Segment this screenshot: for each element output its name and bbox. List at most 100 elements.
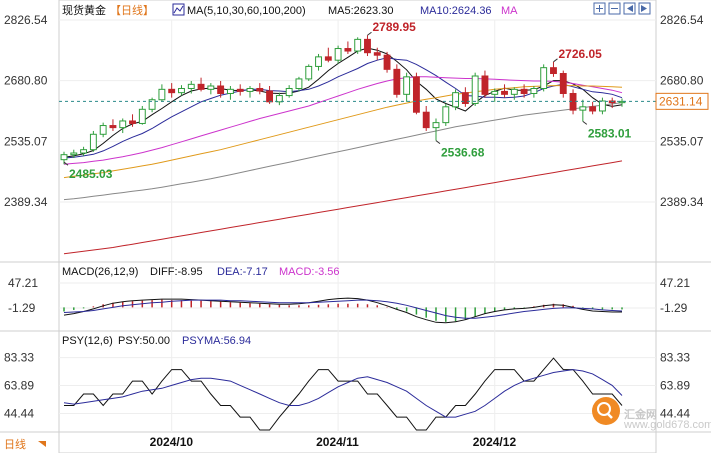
candle-body [383,54,391,70]
macd-tick-right: -1.29 [660,301,688,315]
candle-body [324,56,332,61]
ma-line-ma30 [63,76,623,165]
candle-body [315,56,322,67]
psy-title: PSY(12,6) [62,335,113,347]
candle-body [491,90,499,95]
candle-body [138,108,146,124]
candle-body [501,90,508,95]
candle-body [99,125,107,135]
candle-body [246,87,254,92]
macd-dea-line [63,299,623,319]
candle-body [559,73,567,94]
grid-layer [59,19,656,432]
right-arrow-icon[interactable] [638,2,651,15]
candle-body [618,100,626,104]
low-annotation: 2583.01 [588,126,632,140]
psy-tick-left: 83.33 [4,351,34,365]
candle-body [89,133,97,151]
ma-line-ma200 [63,160,623,255]
price-tick-right: 2680.80 [660,74,704,88]
candle-body [471,75,479,104]
date-tick-label: 2024/11 [316,435,359,449]
price-pane: 2789.95 2726.05 2485.03 2536.68 2583.01 [59,20,656,255]
candle-body [148,99,156,110]
zoom-in-icon[interactable] [593,2,606,15]
logo-url: www.gold678.com [623,419,711,431]
candle-body [520,88,528,94]
ma-line-ma60 [63,85,623,179]
candle-body [510,88,518,95]
last-price-label: 2631.14 [659,94,703,108]
candle-body [168,88,176,94]
period-label[interactable]: 【日线】 [110,3,154,17]
candle-body [109,125,117,129]
candle-body [550,67,557,75]
candle-body [344,48,352,52]
candle-body [217,85,225,94]
price-tick-left: 2535.07 [4,134,48,148]
psy-tick-right: 63.89 [660,379,690,393]
dropdown-arrow-icon[interactable] [38,441,46,447]
candle-body [256,87,264,92]
candle-body [364,38,371,54]
candle-body [354,38,362,52]
candle-body [373,52,381,56]
candle-body [129,120,136,124]
candle-body [442,106,450,124]
psy-line [64,357,623,431]
psyma-line [63,369,623,418]
candle-body [403,76,411,95]
psy-tick-right: 83.33 [660,351,690,365]
macd-diff-line [63,297,622,324]
last-price-box [655,92,709,110]
price-tick-left: 2680.80 [4,74,48,88]
price-tick-right: 2535.07 [660,134,704,148]
candle-body [285,87,293,97]
macd-pane [63,297,623,324]
candle-body [275,95,283,103]
ma10-value: MA10:2624.36 [420,5,492,17]
left-arrow-icon[interactable] [623,2,636,15]
period-button[interactable]: 日线 [4,437,26,451]
macd-tick-right: 47.21 [660,276,690,290]
candle-body [207,85,215,90]
price-tick-right: 2389.34 [660,195,704,209]
macd-tick-left: 47.21 [8,276,38,290]
candle-body [334,48,342,61]
zoom-out-icon[interactable] [608,2,621,15]
ma-params: MA(5,10,30,60,100,200) [187,5,306,17]
candle-body [422,111,430,129]
candle-body [178,87,185,94]
candle-body [598,100,606,112]
candle-body [187,83,195,89]
candle-body [226,88,234,94]
candle-body [540,67,548,89]
gold678-logo: 汇金网 www.gold678.com [592,397,711,431]
annotation-tick [435,140,441,145]
axis-labels: 2826.54 2826.54 2680.80 2680.80 2535.07 2535.… [4,13,709,449]
psy-pane [63,357,623,431]
annotation-tick [582,120,588,125]
candle-body [589,106,597,112]
date-tick-label: 2024/10 [150,435,194,449]
macd-value: MACD:-3.56 [279,266,340,278]
candle-body [579,106,587,111]
candle-body [481,75,489,95]
macd-tick-left: -1.29 [8,301,36,315]
annotation-tick [63,161,69,166]
price-tick-left: 2826.54 [4,13,48,27]
candle-body [80,149,88,154]
psy-tick-right: 44.44 [660,407,690,421]
chart-frame [58,0,657,453]
ma-indicator-icon[interactable] [172,3,185,16]
date-tick-label: 2024/12 [473,435,517,449]
macd-dea: DEA:-7.17 [217,266,268,278]
low-annotation: 2485.03 [69,167,113,181]
candle-body [119,120,127,129]
candle-body [530,87,538,94]
candle-body [70,152,78,156]
high-annotation: 2789.95 [372,20,416,34]
low-annotation: 2536.68 [441,146,485,160]
annotation-tick [367,31,372,36]
